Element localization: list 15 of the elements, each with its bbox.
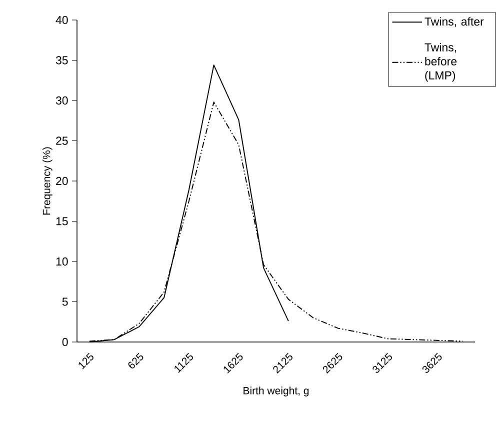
legend-label: Twins, before (LMP): [424, 42, 457, 82]
legend-label: Twins, after: [424, 17, 484, 27]
y-tick-label: 30: [56, 96, 68, 105]
y-tick-label: 25: [56, 136, 68, 145]
x-axis-title: Birth weight, g: [244, 386, 309, 396]
y-tick-label: 5: [62, 298, 68, 306]
y-tick-label: 35: [56, 56, 68, 64]
y-tick-label: 0: [62, 338, 68, 346]
y-axis-title: Frequency (%): [42, 147, 52, 215]
x-tick-label: 625: [128, 352, 144, 368]
x-tick-label: 125: [78, 352, 94, 370]
y-tick-label: 15: [56, 217, 68, 226]
y-tick-label: 20: [56, 176, 68, 186]
y-tick-label: 40: [56, 16, 68, 24]
y-tick-label: 10: [56, 257, 68, 266]
